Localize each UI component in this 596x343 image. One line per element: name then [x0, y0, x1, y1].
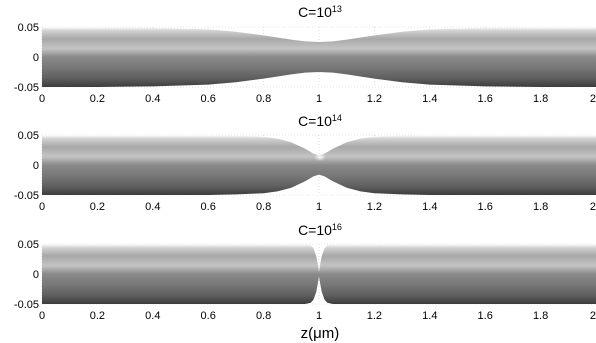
panel-title-base: C=10 [298, 113, 332, 129]
x-tick-label: 0 [39, 201, 45, 213]
x-tick-label: 1.4 [422, 93, 437, 105]
x-tick-label: 1 [316, 201, 322, 213]
x-tick-label: 0.4 [145, 93, 160, 105]
panel-title-exponent: 13 [332, 4, 342, 14]
y-tick-label: -0.05 [14, 82, 39, 94]
tube-shape [42, 135, 596, 195]
tube-shape [42, 27, 596, 87]
x-tick-label: 0.8 [256, 201, 271, 213]
x-tick-label: 0.2 [90, 310, 105, 322]
panel-title: C=1013 [298, 4, 342, 20]
x-tick-label: 1.8 [533, 93, 548, 105]
x-tick-label: 0 [39, 93, 45, 105]
y-tick-label: 0 [33, 52, 39, 64]
y-tick-label: 0.05 [18, 239, 39, 251]
x-tick-label: 1.8 [533, 310, 548, 322]
y-tick-label: -0.05 [14, 190, 39, 202]
x-tick-label: 0 [39, 310, 45, 322]
x-tick-label: 1 [316, 93, 322, 105]
neck-highlight [314, 153, 326, 161]
x-tick-label: 0.2 [90, 201, 105, 213]
panel-title: C=1016 [298, 222, 342, 238]
panel-1: C=1013 0.050-0.05 0 0.2 0.4 0.6 0.8 1 1.2 1.4 1.… [14, 4, 596, 105]
y-tick-label: 0.05 [18, 130, 39, 142]
panel-title-exponent: 16 [332, 222, 342, 232]
x-tick-label: 1.2 [367, 93, 382, 105]
y-ticks: 0.05 0 -0.05 [14, 22, 39, 94]
x-tick-label: 1.2 [367, 201, 382, 213]
x-tick-label: 1 [316, 310, 322, 322]
y-tick-label: 0 [33, 269, 39, 281]
x-tick-label: 1.6 [478, 93, 493, 105]
x-tick-label: 0.8 [256, 310, 271, 322]
x-tick-label: 1.4 [422, 310, 437, 322]
panel-title-exponent: 14 [332, 113, 342, 123]
x-tick-label: 0.6 [201, 201, 216, 213]
y-tick-label: 0 [33, 160, 39, 172]
tube-shape [42, 244, 596, 304]
x-tick-label: 2 [590, 310, 596, 322]
x-tick-label: 1.2 [367, 310, 382, 322]
x-tick-label: 0.8 [256, 93, 271, 105]
x-tick-label: 2 [590, 93, 596, 105]
x-ticks: 0 0.2 0.4 0.6 0.8 1 1.2 1.4 1.6 1.8 2 [39, 310, 596, 322]
panel-title: C=1014 [298, 113, 342, 129]
x-ticks: 0 0.2 0.4 0.6 0.8 1 1.2 1.4 1.6 1.8 2 [39, 93, 596, 105]
x-tick-label: 0.4 [145, 310, 160, 322]
y-ticks: 0.05 0 -0.05 [14, 239, 39, 311]
y-tick-label: 0.05 [18, 22, 39, 34]
x-tick-label: 0.4 [145, 201, 160, 213]
panel-2: C=1014 0.050-0.05 0 0.2 0.4 0.6 0.8 1 1.2 1.4 1.… [14, 113, 596, 213]
x-tick-label: 1.4 [422, 201, 437, 213]
x-tick-label: 1.6 [478, 310, 493, 322]
panel-3: C=1016 0.050-0.05 0 0.2 0.4 0.6 0.8 1 1.2 1.4 1.… [14, 222, 596, 322]
y-ticks: 0.05 0 -0.05 [14, 130, 39, 202]
y-tick-label: -0.05 [14, 299, 39, 311]
x-tick-label: 1.8 [533, 201, 548, 213]
x-tick-label: 2 [590, 201, 596, 213]
x-axis-label: z(μm) [301, 325, 340, 342]
x-tick-label: 1.6 [478, 201, 493, 213]
x-tick-label: 0.6 [201, 310, 216, 322]
panel-title-base: C=10 [298, 222, 332, 238]
x-tick-label: 0.6 [201, 93, 216, 105]
x-tick-label: 0.2 [90, 93, 105, 105]
panel-title-base: C=10 [298, 4, 332, 20]
x-ticks: 0 0.2 0.4 0.6 0.8 1 1.2 1.4 1.6 1.8 2 [39, 201, 596, 213]
